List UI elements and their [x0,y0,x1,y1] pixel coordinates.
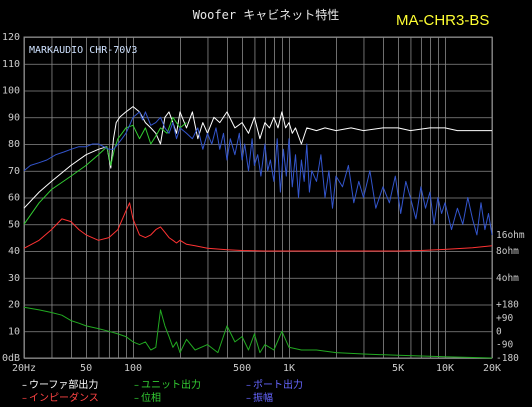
x-tick-label: 1K [283,363,295,374]
y2-tick-label: 4ohm [496,273,519,284]
legend-item: – ウーファ部出力 [22,376,98,391]
legend-label: 位相 [141,393,161,404]
legend-swatch: – [134,380,139,391]
y-tick-label: 30 [8,273,20,284]
x-tick-label: 500 [233,363,251,374]
legend-label: 振幅 [253,393,273,404]
y2-tick-label: +90 [496,313,513,324]
legend-swatch: – [246,393,251,404]
y-tick-label: 40 [8,246,20,257]
y-tick-label: 60 [8,193,20,204]
legend-label: インピーダンス [29,393,99,404]
legend-swatch: – [22,393,27,404]
legend-swatch: – [246,380,251,391]
chart-tick-labels: 0dB 10 20 30 40 50 60 70 80 90 100 110 120 16ohm 8ohm 4… [2,32,525,374]
x-tick-label: 20K [483,363,501,374]
y-tick-label: 100 [2,86,20,97]
legend-label: ユニット出力 [141,380,201,391]
legend-swatch: – [134,393,139,404]
series-line [23,111,493,236]
series-line [23,106,492,209]
y-tick-label: 20 [8,300,20,311]
series-line [23,116,187,225]
legend-item: – 位相 [134,389,161,404]
x-tick-label: 20Hz [12,363,36,374]
legend-swatch: – [22,380,27,391]
chart-grid [23,36,493,359]
y-tick-label: 120 [2,32,20,43]
legend-item: – ユニット出力 [134,376,201,391]
chart-title: Woofer キャビネット特性 [192,8,340,22]
model-label: MA-CHR3-BS [396,12,490,29]
series-line [23,202,493,252]
y2-tick-label: -180 [496,353,519,364]
legend-item: – 振幅 [246,389,273,404]
legend-item: – インピーダンス [22,389,99,404]
y-tick-label: 110 [2,59,20,70]
y2-tick-label: 8ohm [496,246,519,257]
x-tick-label: 50 [80,363,92,374]
x-tick-label: 5K [392,363,404,374]
y-tick-label: 70 [8,166,20,177]
y2-tick-label: 16ohm [496,230,525,241]
x-tick-label: 100 [124,363,142,374]
legend-item: – ポート出力 [246,376,303,391]
plot-frame [23,36,493,359]
y2-tick-label: -90 [496,340,513,351]
series-line [23,306,493,359]
y2-tick-label: 0 [496,326,502,337]
y-tick-label: 90 [8,112,20,123]
y-tick-label: 50 [8,219,20,230]
legend-label: ポート出力 [253,380,303,391]
legend-label: ウーファ部出力 [29,380,99,391]
y-tick-label: 10 [8,326,20,337]
y-tick-label: 0dB [2,353,20,364]
x-tick-label: 10K [436,363,454,374]
y2-tick-label: +180 [496,300,519,311]
chart-series [23,106,493,359]
driver-name: MARKAUDIO CHR-70V3 [29,45,138,56]
y-tick-label: 80 [8,139,20,150]
